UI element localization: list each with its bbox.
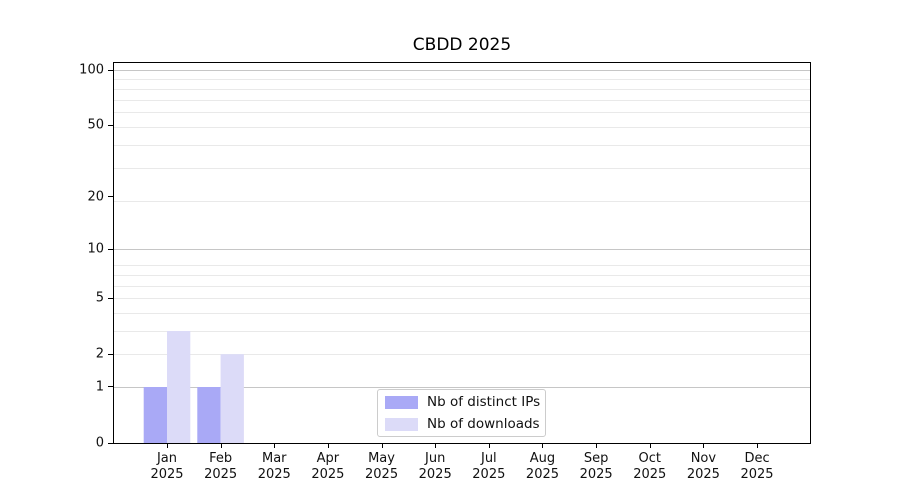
- x-tick-mark: [381, 444, 383, 448]
- x-tick-mark: [220, 444, 222, 448]
- y-tick-label: 5: [95, 290, 104, 306]
- legend-swatch-downloads: [385, 417, 418, 431]
- x-tick-year: 2025: [686, 467, 720, 482]
- x-tick-label-jan: Jan 2025: [150, 451, 183, 483]
- x-tick-label-apr: Apr 2025: [311, 451, 344, 483]
- x-tick-year: 2025: [257, 467, 291, 482]
- legend-label-distinct-ips: Nb of distinct IPs: [427, 394, 541, 410]
- x-tick-month: Nov: [690, 451, 717, 466]
- y-tick-mark: [108, 297, 113, 299]
- plot-area: [113, 62, 811, 444]
- x-tick-month: Sep: [583, 451, 609, 466]
- x-axis-tick-labels: Jan 2025 Feb 2025 Mar 2025 Apr 2025 May 2025 Jun 20…: [114, 451, 810, 491]
- legend: Nb of distinct IPs Nb of downloads: [377, 389, 546, 437]
- y-axis-tick-labels: 0 1 2 5 10 20 50 100: [0, 62, 104, 451]
- x-tick-mark: [757, 444, 759, 448]
- x-tick-mark: [596, 444, 598, 448]
- bar-feb-downloads: [220, 354, 244, 443]
- x-tick-year: 2025: [150, 467, 184, 482]
- legend-swatch-distinct-ips: [385, 395, 418, 409]
- x-tick-year: 2025: [418, 467, 452, 482]
- legend-item-downloads: Nb of downloads: [385, 416, 545, 432]
- x-tick-month: Feb: [209, 451, 233, 466]
- x-axis-tick-marks: [114, 444, 810, 448]
- bar-jan-distinct-ips: [143, 387, 167, 443]
- y-tick-mark: [108, 69, 113, 71]
- x-tick-month: Dec: [744, 451, 770, 466]
- x-tick-year: 2025: [472, 467, 506, 482]
- bar-feb-distinct-ips: [197, 387, 221, 443]
- x-tick-label-mar: Mar 2025: [258, 451, 291, 483]
- y-tick-mark: [108, 386, 113, 388]
- y-tick-mark: [108, 248, 113, 250]
- x-tick-year: 2025: [204, 467, 238, 482]
- x-tick-label-aug: Aug 2025: [526, 451, 559, 483]
- x-tick-label-feb: Feb 2025: [204, 451, 237, 483]
- x-tick-mark: [488, 444, 490, 448]
- x-tick-mark: [167, 444, 168, 448]
- y-tick-label: 100: [79, 62, 104, 78]
- x-tick-mark: [703, 444, 705, 448]
- y-tick-label: 50: [87, 117, 104, 133]
- chart-title: CBDD 2025: [412, 35, 512, 55]
- y-tick-label: 20: [87, 189, 104, 205]
- x-tick-year: 2025: [633, 467, 667, 482]
- plot-svg: [114, 70, 810, 443]
- x-tick-year: 2025: [525, 467, 560, 482]
- x-tick-mark: [274, 444, 276, 448]
- x-tick-mark: [649, 444, 651, 448]
- x-tick-month: Oct: [638, 451, 661, 466]
- x-tick-month: Jan: [156, 451, 178, 466]
- y-tick-label: 1: [95, 379, 104, 395]
- legend-item-distinct-ips: Nb of distinct IPs: [385, 394, 545, 410]
- x-tick-month: Jul: [480, 451, 497, 466]
- y-tick-label: 2: [95, 346, 104, 362]
- y-tick-mark: [108, 196, 113, 198]
- bar-jan-downloads: [167, 331, 191, 443]
- x-tick-mark: [542, 444, 544, 448]
- y-axis-tick-marks: [108, 63, 113, 444]
- y-tick-mark: [108, 124, 113, 126]
- x-tick-mark: [435, 444, 437, 448]
- x-tick-year: 2025: [365, 467, 399, 482]
- y-tick-label: 0: [95, 435, 104, 451]
- x-tick-label-may: May 2025: [365, 451, 398, 483]
- x-tick-label-oct: Oct 2025: [633, 451, 666, 483]
- y-tick-label: 10: [87, 241, 104, 257]
- x-tick-label-nov: Nov 2025: [687, 451, 720, 483]
- x-tick-month: May: [368, 451, 395, 466]
- x-tick-month: Jun: [425, 451, 446, 466]
- legend-label-downloads: Nb of downloads: [427, 416, 540, 432]
- x-tick-month: Apr: [316, 451, 340, 466]
- y-tick-mark: [108, 353, 113, 355]
- x-tick-label-sep: Sep 2025: [580, 451, 613, 483]
- y-tick-mark: [108, 442, 113, 444]
- x-tick-label-dec: Dec 2025: [740, 451, 773, 483]
- x-tick-year: 2025: [740, 467, 774, 482]
- x-tick-month: Aug: [529, 451, 556, 466]
- x-tick-year: 2025: [579, 467, 613, 482]
- x-tick-year: 2025: [311, 467, 345, 482]
- x-tick-month: Mar: [262, 451, 287, 466]
- x-tick-mark: [327, 444, 329, 448]
- x-tick-label-jun: Jun 2025: [419, 451, 452, 483]
- x-tick-label-jul: Jul 2025: [472, 451, 505, 483]
